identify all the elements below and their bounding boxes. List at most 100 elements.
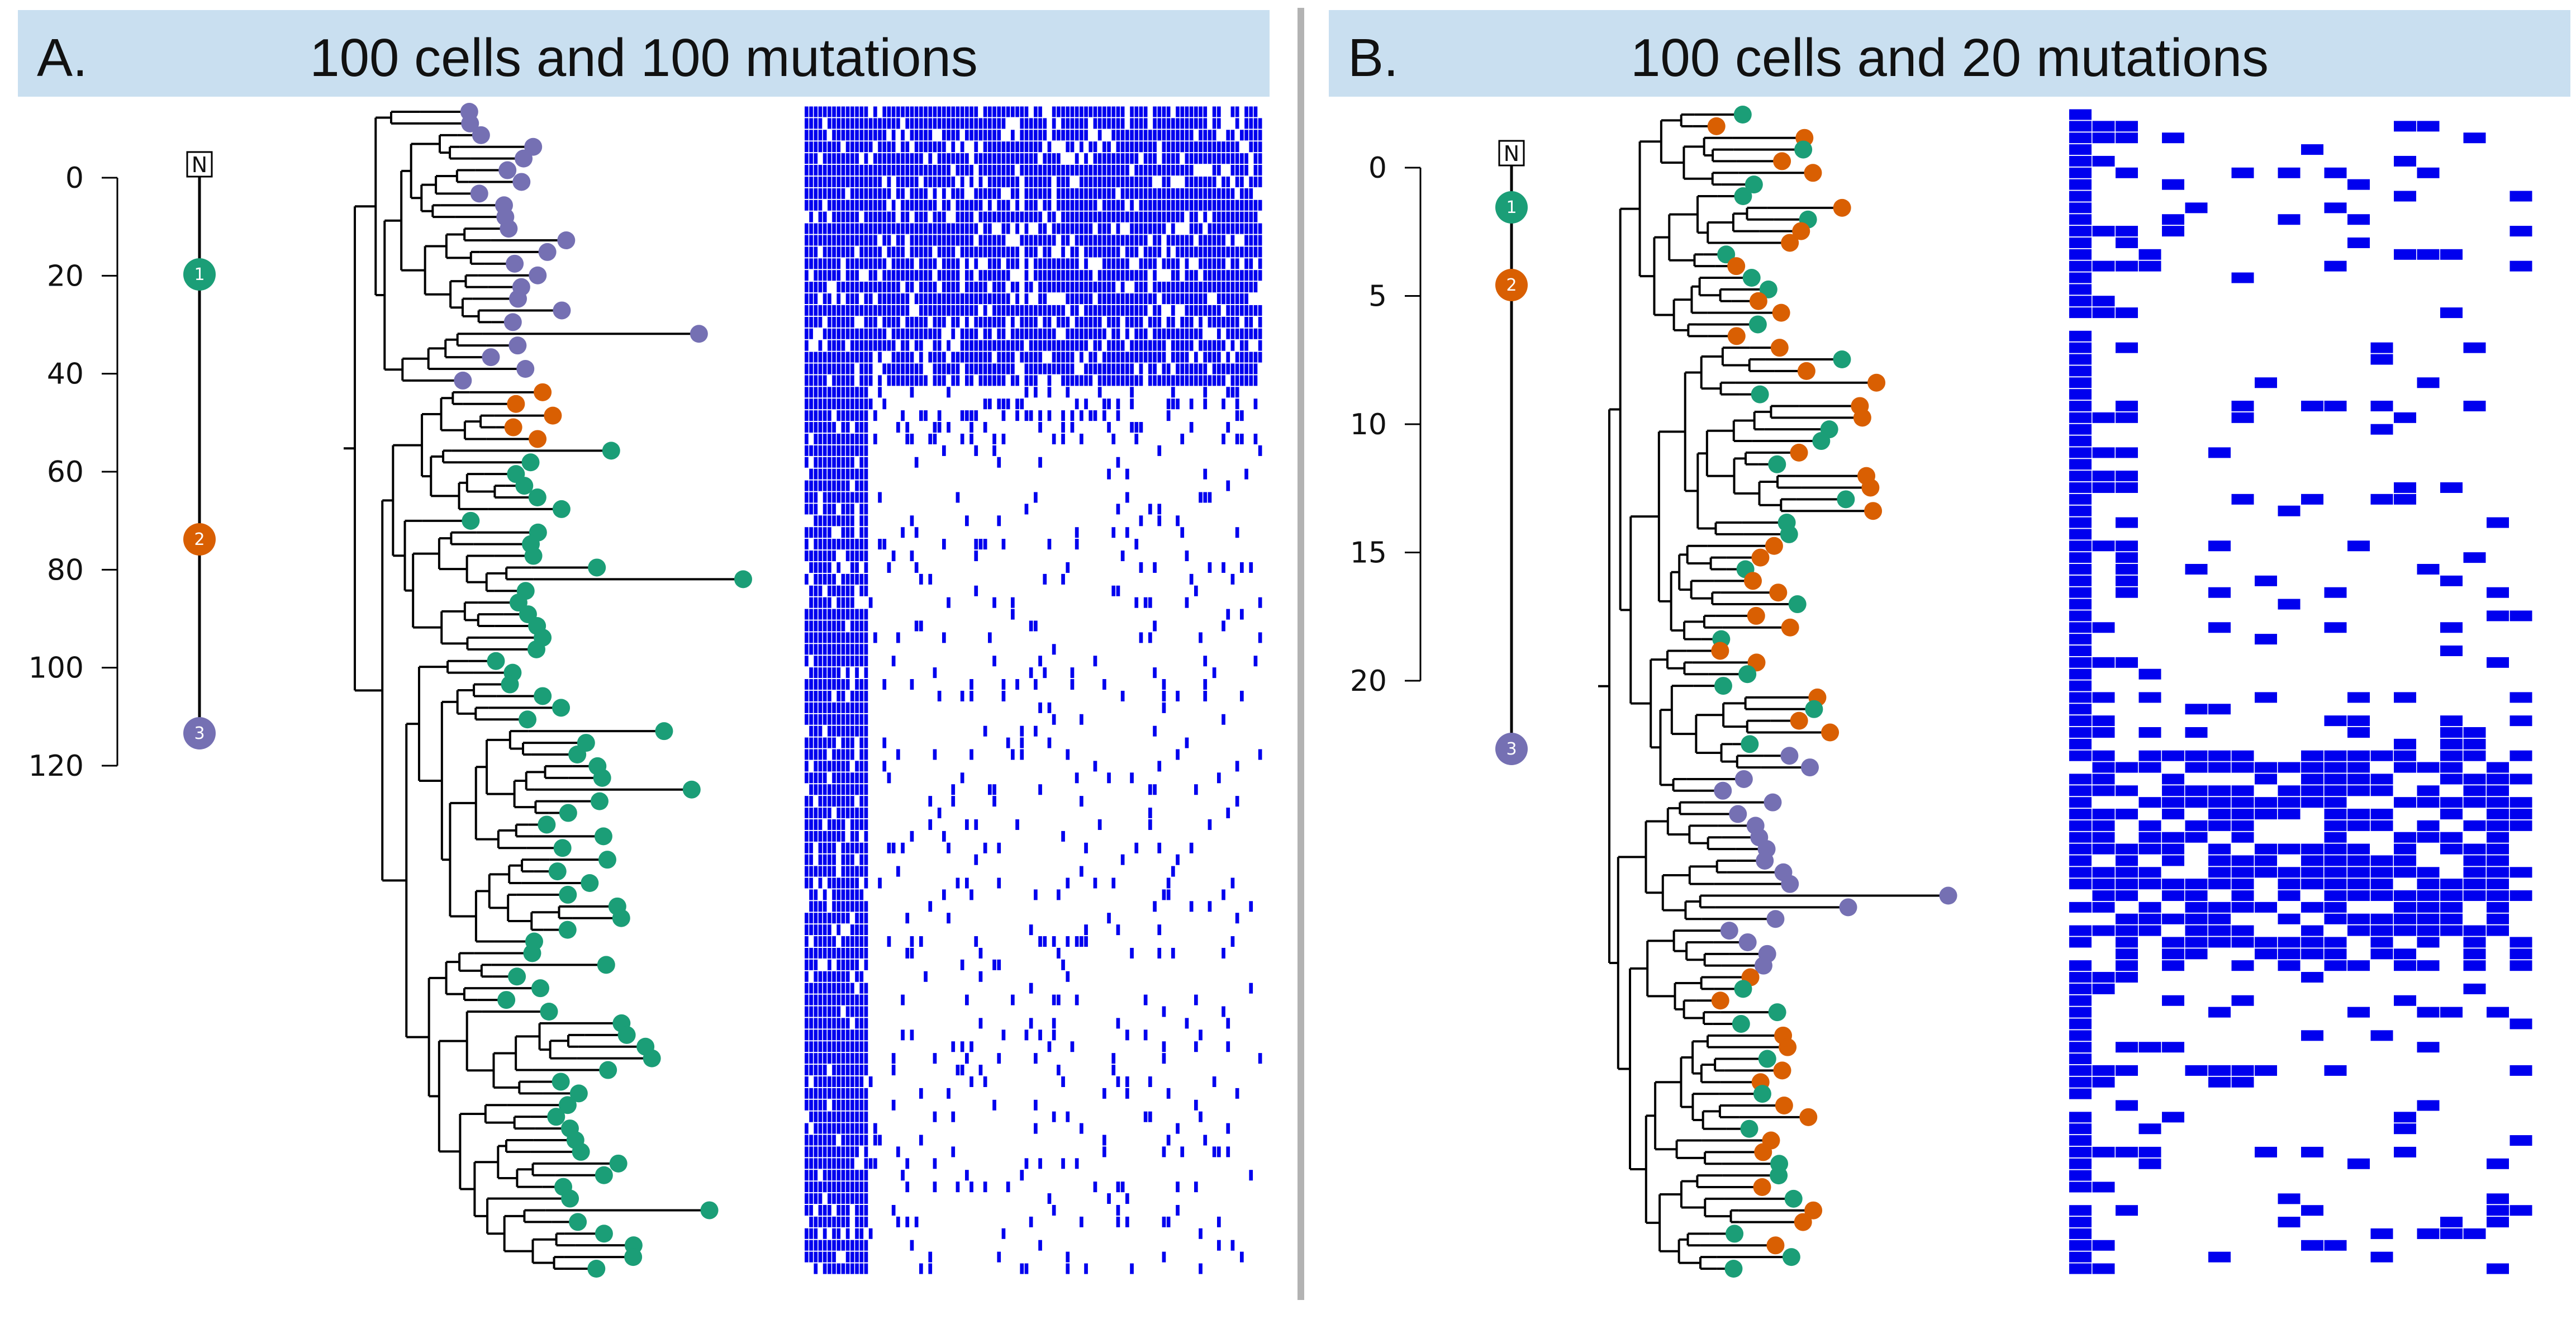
panel-a-mutation-cell bbox=[1020, 141, 1024, 153]
panel-a-mutation-cell bbox=[1052, 235, 1056, 246]
panel-a-mutation-cell bbox=[1070, 679, 1075, 690]
panel-a-mutation-cell bbox=[1111, 211, 1116, 222]
panel-a-mutation-cell bbox=[841, 118, 845, 129]
panel-a-mutation-cell bbox=[841, 679, 845, 690]
panel-a-mutation-cell bbox=[828, 714, 831, 725]
panel-a-mutation-cell bbox=[914, 620, 919, 632]
panel-b-mutation-cell bbox=[2510, 1018, 2532, 1029]
panel-a-mutation-cell bbox=[845, 644, 850, 655]
panel-a-mutation-cell bbox=[845, 667, 850, 679]
panel-a-mutation-cell bbox=[823, 1228, 827, 1239]
panel-a-leaf-marker bbox=[569, 1084, 588, 1103]
panel-a-mutation-cell bbox=[841, 165, 845, 176]
panel-a-mutation-cell bbox=[1024, 363, 1029, 374]
panel-a-mutation-cell bbox=[837, 410, 841, 421]
panel-a-mutation-cell bbox=[1089, 363, 1093, 374]
panel-b-mutation-cell bbox=[2278, 797, 2301, 808]
panel-a-mutation-cell bbox=[855, 1135, 859, 1146]
panel-a-mutation-cell bbox=[873, 305, 877, 316]
panel-a-mutation-cell bbox=[933, 188, 937, 199]
panel-a-mutation-cell bbox=[1134, 235, 1139, 246]
panel-a-mutation-cell bbox=[1176, 258, 1180, 269]
panel-a-mutation-cell bbox=[845, 211, 850, 222]
panel-a-mutation-cell bbox=[1208, 819, 1212, 830]
panel-b-mutation-cell bbox=[2231, 832, 2254, 843]
panel-a-mutation-cell bbox=[1171, 352, 1175, 363]
panel-a-mutation-cell bbox=[942, 141, 946, 153]
panel-a-mutation-cell bbox=[1139, 106, 1143, 117]
panel-a-mutation-cell bbox=[997, 200, 1001, 211]
panel-a-mutation-cell bbox=[1199, 176, 1203, 187]
panel-a-mutation-cell bbox=[1180, 200, 1185, 211]
panel-a-mutation-cell bbox=[1075, 200, 1079, 211]
panel-a-mutation-cell bbox=[841, 609, 845, 620]
panel-a-mutation-cell bbox=[850, 398, 854, 410]
panel-a-mutation-cell bbox=[832, 737, 836, 748]
panel-b-leaf-marker bbox=[1740, 1119, 1758, 1138]
panel-a-mutation-cell bbox=[1070, 352, 1075, 363]
panel-a-mutation-cell bbox=[1212, 246, 1216, 258]
panel-a-mutation-cell bbox=[841, 235, 845, 246]
panel-a-mutation-cell bbox=[878, 1135, 882, 1146]
panel-a-mutation-cell bbox=[1029, 176, 1033, 187]
panel-a-mutation-cell bbox=[1139, 200, 1143, 211]
panel-a-mutation-cell bbox=[1258, 597, 1262, 608]
panel-a-mutation-cell bbox=[1015, 153, 1019, 164]
panel-a-mutation-cell bbox=[956, 165, 960, 176]
panel-a-leaf-marker bbox=[559, 885, 577, 904]
panel-a-mutation-cell bbox=[878, 352, 882, 363]
panel-a-mutation-cell bbox=[1185, 375, 1189, 386]
panel-a-mutation-cell bbox=[1226, 316, 1230, 328]
panel-a-mutation-cell bbox=[859, 947, 864, 959]
panel-a-mutation-cell bbox=[942, 352, 946, 363]
panel-a-mutation-cell bbox=[818, 913, 823, 924]
panel-a-mutation-cell bbox=[1057, 316, 1061, 328]
panel-a-mutation-cell bbox=[841, 410, 845, 421]
panel-a-mutation-cell bbox=[928, 106, 933, 117]
panel-a-mutation-cell bbox=[891, 141, 896, 153]
panel-a-mutation-cell bbox=[1070, 305, 1075, 316]
panel-a-mutation-cell bbox=[928, 1263, 933, 1274]
panel-a-mutation-cell bbox=[951, 270, 956, 281]
panel-b-mutation-cell bbox=[2487, 762, 2509, 773]
panel-a-mutation-cell bbox=[850, 796, 854, 807]
panel-a-mutation-cell bbox=[910, 363, 914, 374]
panel-a-mutation-cell bbox=[1038, 422, 1042, 433]
panel-a-mutation-cell bbox=[855, 609, 859, 620]
panel-a-mutation-cell bbox=[823, 363, 827, 374]
panel-a-mutation-cell bbox=[1075, 258, 1079, 269]
panel-a-mutation-cell bbox=[1084, 1263, 1088, 1274]
panel-b-mutation-cell bbox=[2092, 774, 2115, 785]
panel-a-mutation-cell bbox=[937, 118, 942, 129]
panel-a-mutation-cell bbox=[864, 293, 868, 305]
panel-a-mutation-cell bbox=[1222, 188, 1225, 199]
panel-a-mutation-cell bbox=[814, 445, 818, 456]
panel-a-mutation-cell bbox=[1134, 211, 1139, 222]
panel-a-mutation-cell bbox=[809, 246, 813, 258]
panel-a-mutation-cell bbox=[1212, 188, 1216, 199]
panel-a-mutation-cell bbox=[978, 363, 983, 374]
panel-a-mutation-cell bbox=[997, 282, 1001, 293]
panel-a-mutation-cell bbox=[805, 924, 809, 936]
panel-a-mutation-cell bbox=[864, 819, 868, 830]
panel-a-mutation-cell bbox=[1057, 200, 1061, 211]
panel-a-mutation-cell bbox=[823, 468, 827, 480]
panel-a-mutation-cell bbox=[1258, 445, 1262, 456]
panel-a-mutation-cell bbox=[1080, 293, 1083, 305]
panel-a-mutation-cell bbox=[845, 130, 850, 141]
panel-a-mutation-cell bbox=[873, 328, 877, 339]
panel-a-mutation-cell bbox=[965, 223, 969, 234]
panel-a-mutation-cell bbox=[805, 994, 809, 1005]
panel-a-mutation-cell bbox=[859, 585, 864, 596]
panel-a-mutation-cell bbox=[832, 585, 836, 596]
panel-a-mutation-cell bbox=[942, 316, 946, 328]
panel-a-mutation-cell bbox=[1102, 270, 1106, 281]
panel-a-mutation-cell bbox=[864, 352, 868, 363]
panel-a-mutation-cell bbox=[1047, 188, 1052, 199]
panel-a-mutation-cell bbox=[832, 573, 836, 585]
panel-a-mutation-cell bbox=[1212, 305, 1216, 316]
panel-a-mutation-cell bbox=[1038, 328, 1042, 339]
panel-a-mutation-cell bbox=[947, 165, 950, 176]
panel-a-mutation-cell bbox=[845, 1204, 850, 1216]
panel-a-mutation-cell bbox=[974, 153, 978, 164]
